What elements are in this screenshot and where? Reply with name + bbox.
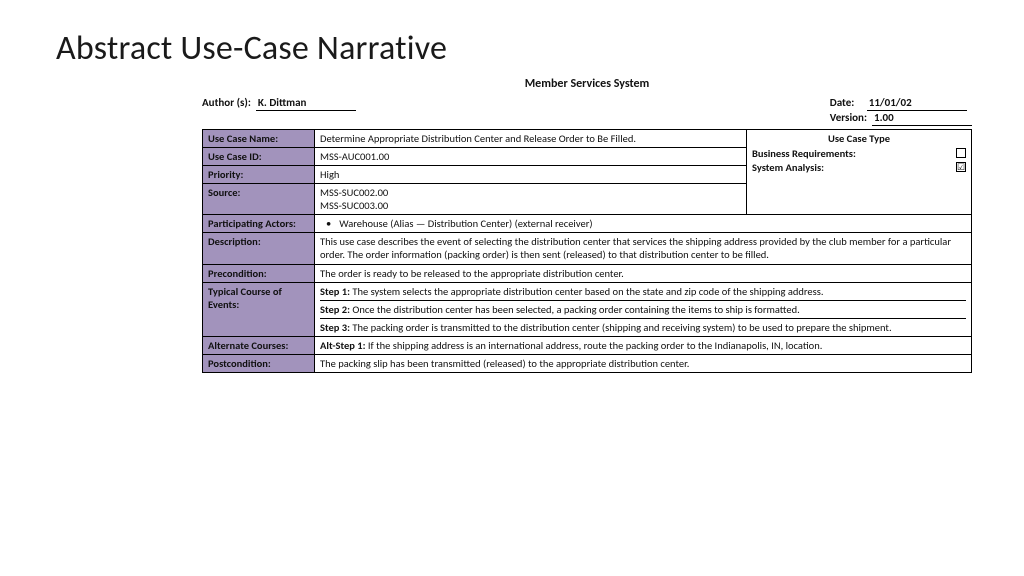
slide-title: Abstract Use-Case Narrative bbox=[56, 28, 968, 69]
value-description: This use case describes the event of sel… bbox=[315, 233, 972, 264]
label-id: Use Case ID: bbox=[203, 147, 315, 165]
label-typical: Typical Course of Events: bbox=[203, 282, 315, 336]
use-case-document: Member Services System Author (s): K. Di… bbox=[202, 77, 972, 373]
label-alternate: Alternate Courses: bbox=[203, 337, 315, 355]
sys-analysis-label: System Analysis: bbox=[752, 161, 824, 174]
biz-req-checkbox bbox=[956, 148, 966, 158]
value-typical: Step 1: The system selects the appropria… bbox=[315, 282, 972, 336]
value-alternate: Alt-Step 1: If the shipping address is a… bbox=[315, 337, 972, 355]
label-priority: Priority: bbox=[203, 165, 315, 183]
source-line-2: MSS-SUC003.00 bbox=[320, 199, 741, 212]
label-precondition: Precondition: bbox=[203, 264, 315, 282]
date-label: Date: bbox=[830, 96, 855, 109]
author-label: Author (s): bbox=[202, 96, 251, 109]
side-panel: Use Case Type Business Requirements: Sys… bbox=[747, 129, 972, 215]
value-name: Determine Appropriate Distribution Cente… bbox=[315, 129, 747, 147]
source-line-1: MSS-SUC002.00 bbox=[320, 186, 741, 199]
doc-title: Member Services System bbox=[202, 77, 972, 92]
sys-analysis-checkbox: ☑ bbox=[956, 162, 966, 172]
biz-req-label: Business Requirements: bbox=[752, 147, 856, 160]
value-priority: High bbox=[315, 165, 747, 183]
label-postcondition: Postcondition: bbox=[203, 355, 315, 373]
version-label: Version: bbox=[830, 111, 867, 124]
value-source: MSS-SUC002.00 MSS-SUC003.00 bbox=[315, 183, 747, 214]
author-value: K. Dittman bbox=[256, 96, 356, 111]
value-actors: Warehouse (Alias — Distribution Center) … bbox=[315, 215, 972, 233]
label-name: Use Case Name: bbox=[203, 129, 315, 147]
label-source: Source: bbox=[203, 183, 315, 214]
doc-header: Author (s): K. Dittman Date: 11/01/02 Ve… bbox=[202, 96, 972, 126]
label-actors: Participating Actors: bbox=[203, 215, 315, 233]
value-id: MSS-AUC001.00 bbox=[315, 147, 747, 165]
version-value: 1.00 bbox=[872, 111, 972, 126]
side-title: Use Case Type bbox=[752, 132, 966, 145]
date-value: 11/01/02 bbox=[867, 96, 967, 111]
value-precondition: The order is ready to be released to the… bbox=[315, 264, 972, 282]
value-postcondition: The packing slip has been transmitted (r… bbox=[315, 355, 972, 373]
label-description: Description: bbox=[203, 233, 315, 264]
use-case-table: Use Case Name: Determine Appropriate Dis… bbox=[202, 129, 972, 374]
